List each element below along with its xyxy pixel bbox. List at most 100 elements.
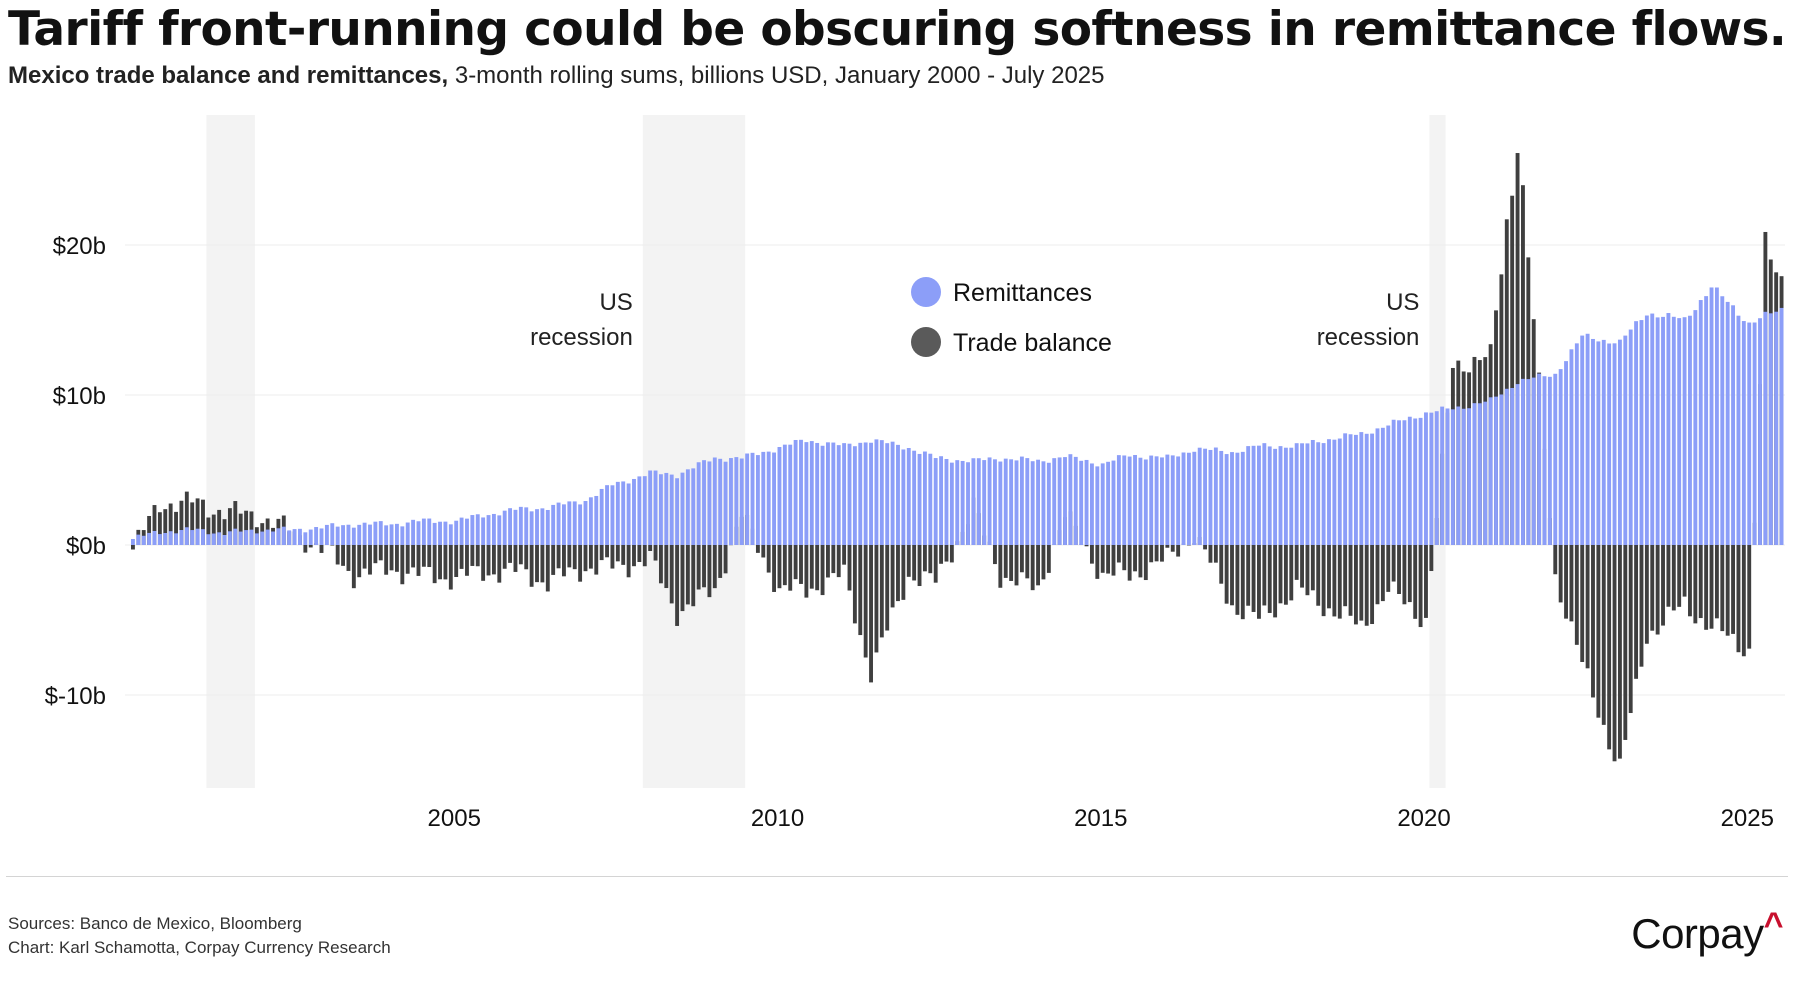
trade-balance-bar	[238, 513, 243, 545]
trade-balance-bar	[1267, 545, 1272, 613]
trade-balance-bar	[211, 514, 216, 545]
remittances-bar	[184, 527, 189, 545]
remittances-bar	[1143, 459, 1148, 545]
trade-balance-bar	[642, 545, 647, 567]
remittances-bar	[222, 534, 227, 545]
trade-balance-bar	[939, 545, 944, 564]
remittances-bar	[529, 511, 534, 545]
remittances-bar	[1289, 447, 1294, 545]
remittances-bar	[1688, 315, 1692, 545]
remittances-bar	[141, 535, 146, 545]
remittances-bar	[1084, 459, 1089, 545]
remittances-bar	[901, 449, 906, 545]
remittances-bar	[373, 521, 378, 545]
remittances-bar	[1300, 443, 1304, 545]
remittances-bar	[1348, 434, 1353, 545]
trade-balance-bar	[685, 545, 690, 605]
remittances-bar	[384, 525, 389, 545]
trade-balance-bar	[201, 499, 205, 545]
remittances-bar	[966, 462, 970, 545]
trade-balance-bar	[1138, 545, 1143, 578]
remittances-bar	[475, 514, 480, 545]
remittances-bar	[702, 460, 706, 545]
remittances-bar	[427, 518, 432, 545]
trade-balance-bar	[454, 545, 459, 577]
trade-balance-bar	[1558, 545, 1563, 603]
trade-balance-bar	[1386, 545, 1391, 592]
trade-balance-bar	[691, 545, 696, 607]
remittances-bar	[265, 529, 270, 545]
remittances-bar	[949, 462, 954, 545]
trade-balance-bar	[820, 545, 825, 596]
remittances-bar	[260, 531, 265, 545]
trade-balance-bar	[712, 545, 717, 589]
trade-balance-bar	[421, 545, 426, 567]
remittances-bar	[1558, 369, 1563, 545]
trade-balance-bar	[1240, 545, 1245, 620]
remittances-bar	[497, 515, 502, 545]
remittances-bar	[1197, 447, 1202, 545]
remittances-bar	[227, 531, 232, 545]
remittances-bar	[567, 501, 572, 545]
trade-balance-bar	[1165, 545, 1170, 548]
remittances-bar	[1628, 329, 1633, 545]
trade-balance-bar	[567, 545, 572, 568]
remittances-bar	[1165, 454, 1170, 545]
remittances-bar	[621, 481, 626, 545]
trade-balance-bar	[378, 545, 383, 561]
remittances-bar	[1208, 449, 1213, 545]
trade-balance-bar	[368, 545, 372, 575]
remittances-bar	[314, 527, 319, 545]
remittances-bar	[998, 461, 1003, 545]
remittances-bar	[896, 444, 900, 545]
trade-balance-bar	[319, 545, 324, 553]
trade-balance-bar	[879, 545, 884, 638]
remittances-bar	[1068, 454, 1073, 545]
trade-balance-bar	[1316, 545, 1321, 606]
trade-balance-bar	[1030, 545, 1035, 591]
trade-balance-bar	[168, 503, 173, 545]
trade-balance-bar	[217, 509, 222, 545]
remittances-bar	[1327, 439, 1331, 545]
remittances-bar	[1774, 311, 1779, 545]
trade-balance-bar	[1510, 195, 1515, 545]
trade-balance-bar	[1283, 545, 1288, 605]
remittances-bar	[211, 533, 216, 545]
trade-balance-bar	[766, 545, 771, 573]
remittances-bar	[335, 526, 340, 545]
remittances-bar	[971, 458, 976, 545]
trade-balance-bar	[190, 502, 195, 545]
trade-balance-bar	[1273, 545, 1278, 618]
remittances-bar	[271, 531, 275, 545]
trade-balance-bar	[1741, 545, 1746, 657]
remittances-bar	[761, 451, 766, 545]
subtitle-rest: 3-month rolling sums, billions USD, Janu…	[448, 62, 1105, 89]
remittances-bar	[131, 539, 135, 545]
remittances-bar	[1160, 457, 1164, 545]
trade-balance-bar	[470, 545, 475, 566]
remittances-bar	[1424, 412, 1428, 545]
remittances-bar	[917, 453, 922, 545]
trade-balance-bar	[1429, 545, 1434, 572]
trade-balance-bar	[303, 545, 308, 553]
remittances-bar	[540, 508, 545, 545]
remittances-bar	[993, 459, 997, 545]
trade-balance-bar	[249, 511, 254, 545]
trade-balance-bar	[1574, 545, 1579, 645]
trade-balance-bar	[157, 512, 162, 545]
trade-balance-bar	[1230, 545, 1234, 606]
trade-balance-bar	[1235, 545, 1240, 615]
trade-balance-bar	[227, 508, 232, 545]
remittances-bar	[303, 532, 308, 545]
trade-balance-bar	[998, 545, 1003, 588]
remittances-bar	[1133, 455, 1137, 545]
trade-balance-bar	[1515, 153, 1520, 545]
remittances-bar	[799, 439, 803, 545]
trade-balance-bar	[1418, 545, 1423, 628]
sources-text: Sources: Banco de Mexico, Bloomberg	[8, 914, 302, 933]
remittances-bar	[906, 448, 911, 545]
trade-balance-bar	[1160, 545, 1164, 562]
remittances-bar	[739, 458, 744, 545]
trade-balance-bar	[1725, 545, 1730, 636]
trade-balance-bar	[815, 545, 820, 591]
